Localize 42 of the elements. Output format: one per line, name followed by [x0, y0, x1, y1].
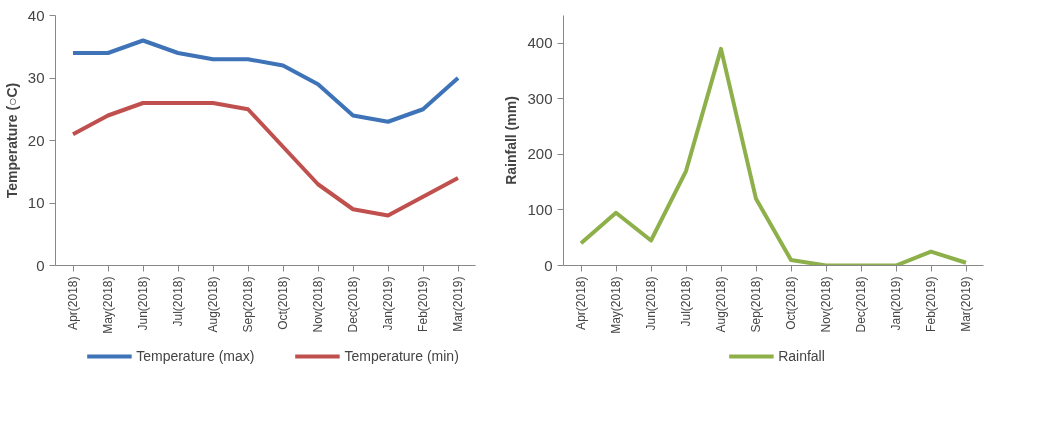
x-tick-label: Sep(2018): [241, 276, 255, 333]
x-tick-label: Mar(2019): [959, 276, 973, 332]
x-tick-label: Jun(2018): [136, 276, 150, 331]
x-tick-label: Aug(2018): [206, 276, 220, 333]
line-series: [579, 46, 968, 266]
x-tick-label: Nov(2018): [311, 276, 325, 333]
x-tick-label: Sep(2018): [749, 276, 763, 333]
y-tick-label: 200: [527, 145, 553, 163]
x-tick-label: Apr(2018): [574, 276, 588, 330]
x-tick-label: Feb(2019): [416, 276, 430, 332]
x-tick-label: Dec(2018): [346, 276, 360, 333]
x-tick-label: Jan(2019): [889, 276, 903, 331]
x-tick-label: Oct(2018): [276, 276, 290, 330]
x-tick-label: Oct(2018): [784, 276, 798, 330]
line-series: [71, 38, 460, 124]
y-tick-label: 20: [27, 131, 45, 149]
y-axis-title: Temperature (○C): [3, 82, 20, 199]
x-tick-label: Jul(2018): [679, 276, 693, 327]
legend-label: Temperature (min): [344, 348, 459, 364]
y-tick-label: 30: [27, 69, 45, 86]
y-tick-label: 400: [527, 34, 553, 52]
y-tick-label: 0: [36, 256, 45, 274]
x-tick-label: Feb(2019): [924, 276, 938, 332]
x-tick-label: Jun(2018): [644, 276, 658, 331]
y-tick-label: 10: [27, 194, 45, 211]
y-tick-label: 300: [527, 89, 553, 107]
x-tick-label: Apr(2018): [66, 276, 80, 330]
legend-label: Temperature (max): [136, 348, 255, 364]
x-tick-label: Dec(2018): [854, 276, 868, 333]
x-tick-label: Jan(2019): [381, 276, 395, 331]
y-axis-title: Rainfall (mm): [503, 96, 520, 185]
y-tick-label: 0: [544, 256, 553, 274]
legend-label: Rainfall: [778, 348, 825, 364]
x-tick-label: Nov(2018): [819, 276, 833, 333]
y-tick-label: 40: [27, 6, 45, 24]
x-tick-label: May(2018): [609, 276, 623, 334]
y-tick-label: 100: [527, 200, 553, 218]
x-tick-label: Jul(2018): [171, 276, 185, 327]
line-series: [71, 101, 460, 218]
x-tick-label: Aug(2018): [714, 276, 728, 333]
x-tick-label: May(2018): [101, 276, 115, 334]
x-tick-label: Mar(2019): [451, 276, 465, 332]
